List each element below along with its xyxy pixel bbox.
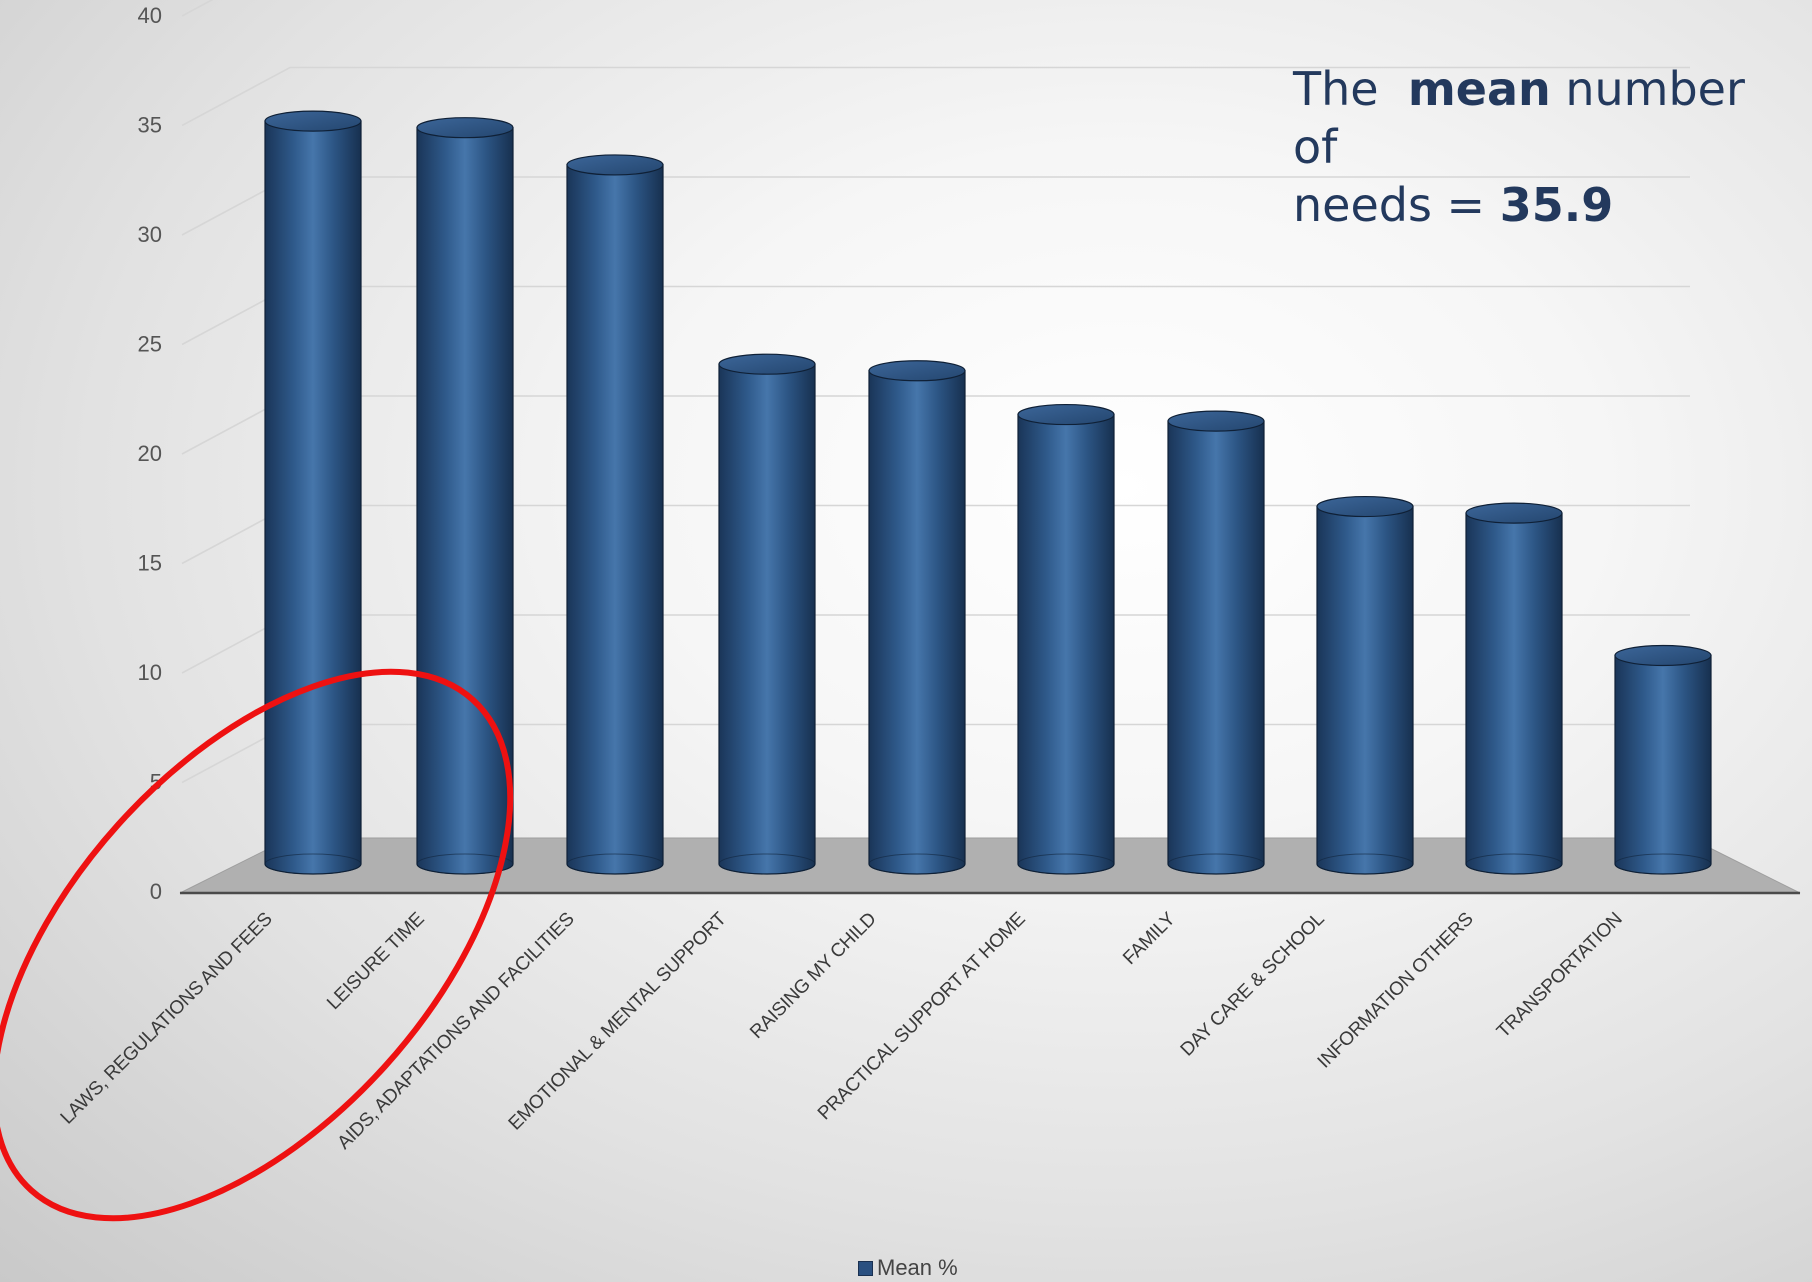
bar-body: [1017, 413, 1115, 875]
annotation-mean-value: 35.9: [1499, 178, 1614, 232]
bar-top: [1167, 410, 1265, 432]
bar-base-rim: [1167, 853, 1265, 875]
legend-label: Mean %: [877, 1255, 958, 1280]
y-tick-label: 10: [138, 660, 162, 685]
x-category-label: TRANSPORTATION: [1493, 909, 1627, 1043]
bar-base-rim: [868, 853, 966, 875]
bar: [416, 117, 514, 875]
annotation-prefix: The: [1293, 62, 1379, 116]
bar-top: [1465, 502, 1563, 524]
y-tick-label: 35: [138, 113, 162, 138]
y-tick-label: 30: [138, 222, 162, 247]
annotation-suffix: number of: [1293, 62, 1745, 174]
bar: [566, 154, 664, 875]
annotation-line-1: The mean number of: [1293, 60, 1793, 176]
bar-base-rim: [566, 853, 664, 875]
legend-swatch: [858, 1260, 873, 1276]
bar: [718, 353, 816, 875]
bar-top: [1614, 644, 1712, 667]
bar: [264, 110, 362, 875]
bar-top: [718, 353, 816, 375]
bar-body: [1316, 505, 1414, 875]
gridline: [181, 0, 214, 17]
x-category-label: DAY CARE & SCHOOL: [1177, 909, 1329, 1061]
y-tick-label: 15: [138, 551, 162, 576]
bar-body: [1614, 654, 1712, 875]
bar-body: [416, 127, 514, 875]
bar-base-rim: [1465, 853, 1563, 875]
bar-base-rim: [264, 853, 362, 875]
bar: [1017, 403, 1115, 875]
bar: [1465, 502, 1563, 875]
chart-legend: Mean %: [858, 1255, 958, 1281]
x-category-label: FAMILY: [1119, 908, 1180, 969]
bar-top: [1017, 403, 1115, 426]
bar-base-rim: [1316, 853, 1414, 875]
bar-top: [868, 360, 966, 382]
bar-body: [718, 363, 816, 875]
bar-top: [1316, 495, 1414, 518]
x-category-label: AIDS, ADAPTATIONS AND FACILITIES: [334, 909, 579, 1154]
bar-body: [1167, 420, 1265, 875]
x-category-label: INFORMATION OTHERS: [1314, 909, 1478, 1073]
x-category-label: RAISING MY CHILD: [746, 909, 880, 1043]
bar: [1167, 410, 1265, 875]
gridline: [181, 285, 1690, 346]
bar-base-rim: [416, 853, 514, 875]
bar: [1316, 495, 1414, 875]
mean-annotation: The mean number of needs = 35.9: [1293, 60, 1793, 234]
x-category-label: LEISURE TIME: [323, 909, 428, 1014]
bar-base-rim: [1614, 853, 1712, 875]
bar-top: [416, 117, 514, 139]
bar-base-rim: [1017, 853, 1115, 875]
annotation-line-2: needs = 35.9: [1293, 176, 1793, 234]
y-tick-label: 20: [138, 441, 162, 466]
bar-body: [868, 370, 966, 875]
bar-body: [264, 120, 362, 875]
bar-top: [264, 110, 362, 132]
y-tick-label: 25: [138, 332, 162, 357]
annotation-bold-word: mean: [1407, 62, 1551, 116]
x-category-label: LAWS, REGULATIONS AND FEES: [57, 909, 277, 1129]
bar-top: [566, 154, 664, 176]
highlight-ellipse: [0, 668, 514, 1222]
bar-body: [1465, 512, 1563, 875]
y-tick-label: 0: [150, 879, 162, 904]
annotation-needs-label: needs =: [1293, 178, 1486, 232]
y-tick-label: 40: [138, 3, 162, 28]
bar-base-rim: [718, 853, 816, 875]
bar: [868, 360, 966, 875]
bar: [1614, 644, 1712, 875]
bar-body: [566, 164, 664, 875]
gridline: [181, 66, 1690, 127]
